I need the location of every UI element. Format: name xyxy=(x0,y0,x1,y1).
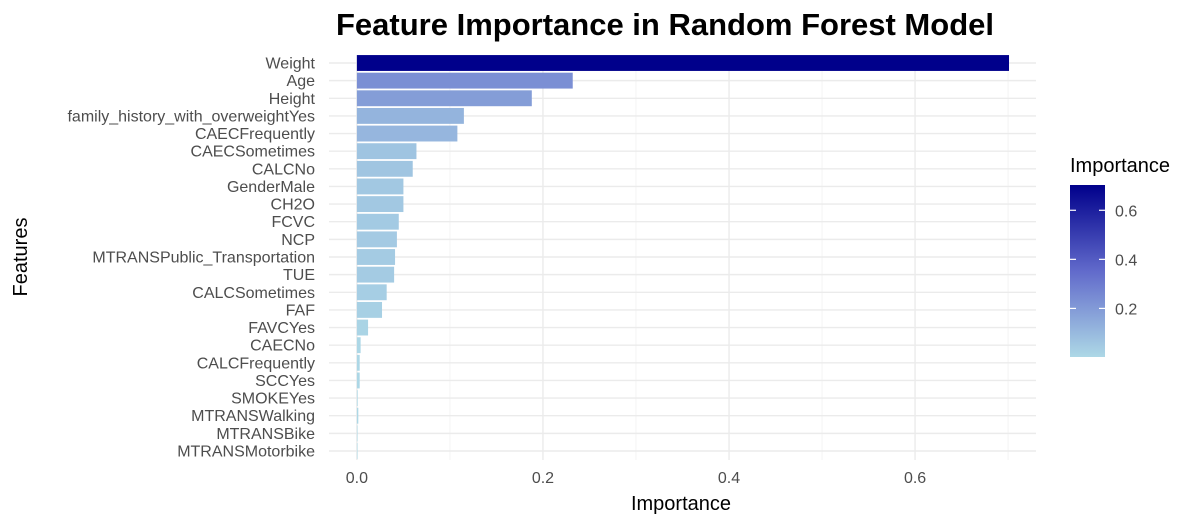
y-tick-label: CALCNo xyxy=(252,161,315,178)
bar-mtransbike xyxy=(356,425,358,442)
x-tick-label: 0.2 xyxy=(532,470,554,487)
bars-group xyxy=(356,55,1010,459)
bar-tue xyxy=(356,266,395,283)
bar-age xyxy=(356,72,573,89)
legend-title: Importance xyxy=(1070,155,1170,177)
colorbar-tick-label: 0.6 xyxy=(1115,203,1137,220)
y-tick-labels: WeightAgeHeightfamily_history_with_overw… xyxy=(67,56,315,461)
y-tick-label: MTRANSPublic_Transportation xyxy=(92,250,315,267)
y-tick-label: CAECFrequently xyxy=(195,126,315,143)
bar-family-history-with-overweightyes xyxy=(356,107,464,124)
bar-gendermale xyxy=(356,178,404,195)
y-tick-label: Height xyxy=(269,91,316,108)
y-tick-label: FAVCYes xyxy=(248,320,315,337)
bar-calcsometimes xyxy=(356,284,387,301)
y-tick-label: MTRANSWalking xyxy=(191,408,315,425)
bar-smokeyes xyxy=(356,390,358,407)
bar-calcno xyxy=(356,160,413,177)
y-tick-label: GenderMale xyxy=(227,179,315,196)
y-tick-label: NCP xyxy=(281,232,315,249)
legend-colorbar: Importance 0.2 0.4 0.6 xyxy=(1070,155,1170,357)
x-tick-labels: 0.0 0.2 0.4 0.6 xyxy=(346,470,927,487)
y-tick-label: MTRANSBike xyxy=(216,426,315,443)
bar-height xyxy=(356,90,532,107)
y-tick-label: FAF xyxy=(286,302,316,319)
x-tick-label: 0.4 xyxy=(718,470,740,487)
bar-mtranswalking xyxy=(356,407,359,424)
legend-ticks: 0.2 0.4 0.6 xyxy=(1070,203,1137,318)
bar-caecsometimes xyxy=(356,143,417,160)
bar-calcfrequently xyxy=(356,354,360,371)
colorbar-tick-label: 0.4 xyxy=(1115,252,1137,269)
colorbar xyxy=(1070,185,1105,357)
y-tick-label: FCVC xyxy=(271,214,315,231)
bar-mtransmotorbike xyxy=(356,443,358,459)
colorbar-tick-label: 0.2 xyxy=(1115,301,1137,318)
bar-caecfrequently xyxy=(356,125,458,142)
bar-ncp xyxy=(356,231,397,248)
chart-title: Feature Importance in Random Forest Mode… xyxy=(336,7,994,42)
x-tick-label: 0.6 xyxy=(904,470,926,487)
y-tick-label: CALCFrequently xyxy=(197,355,315,372)
bar-mtranspublic-transportation xyxy=(356,249,396,265)
y-tick-label: family_history_with_overweightYes xyxy=(67,108,315,125)
y-tick-label: CH2O xyxy=(271,197,315,214)
bar-faf xyxy=(356,301,383,318)
y-tick-label: SCCYes xyxy=(255,373,315,390)
x-tick-label: 0.0 xyxy=(346,470,368,487)
y-tick-label: Age xyxy=(287,73,316,90)
x-axis-title: Importance xyxy=(631,493,731,515)
y-tick-label: MTRANSMotorbike xyxy=(177,444,315,461)
y-tick-label: CAECNo xyxy=(250,338,315,355)
bar-ch2o xyxy=(356,196,404,213)
bar-sccyes xyxy=(356,372,360,389)
bar-fcvc xyxy=(356,213,399,230)
bar-weight xyxy=(356,55,1010,71)
bar-caecno xyxy=(356,337,361,354)
y-tick-label: SMOKEYes xyxy=(231,391,315,408)
y-axis-title: Features xyxy=(10,218,32,297)
y-tick-label: TUE xyxy=(283,267,315,284)
y-tick-label: CALCSometimes xyxy=(192,285,315,302)
y-tick-label: CAECSometimes xyxy=(191,144,315,161)
bar-favcyes xyxy=(356,319,369,336)
y-tick-label: Weight xyxy=(265,56,315,73)
